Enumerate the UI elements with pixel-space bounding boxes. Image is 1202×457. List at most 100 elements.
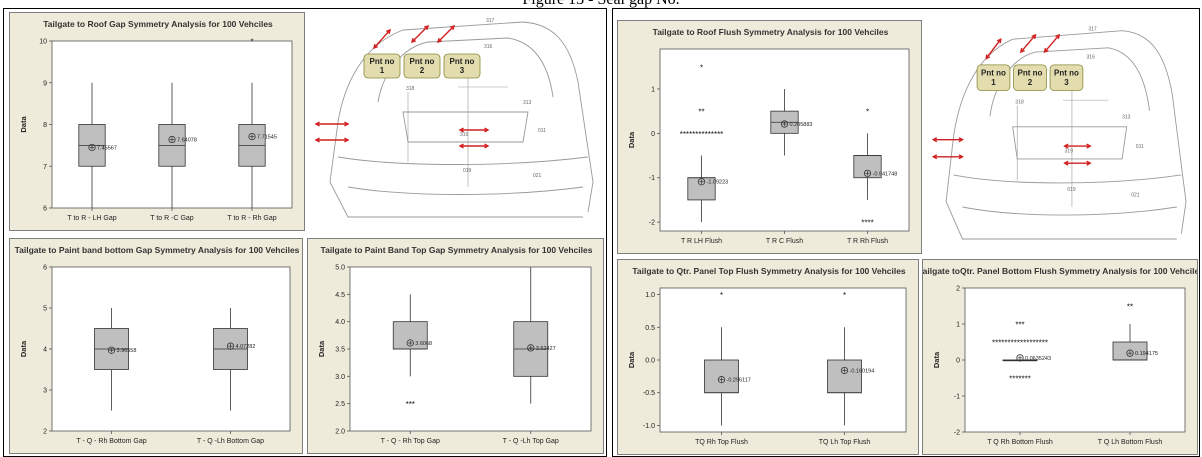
point-label: Pnt no	[370, 57, 395, 66]
dimension-text: 317	[1088, 27, 1097, 33]
outlier-point: *	[720, 291, 723, 300]
y-tick-label: 0	[956, 358, 960, 365]
x-category-label: T - Q - Rh Bottom Gap	[76, 438, 146, 445]
chart-roof-flush-svg: Tailgate to Roof Flush Symmetry Analysis…	[627, 27, 910, 245]
y-tick-label: -1	[954, 394, 960, 401]
outlier-point: *	[843, 291, 846, 300]
y-tick-label: 2.5	[335, 401, 345, 408]
x-category-label: T to R -C Gap	[150, 215, 194, 222]
outlier-point: **	[1127, 303, 1133, 312]
outlier-point: *******	[1009, 375, 1031, 384]
red-arrow-head	[344, 121, 350, 127]
y-tick-label: 1	[651, 86, 655, 93]
mean-symbol	[107, 346, 116, 354]
chart-qtr-top-flush-svg: Tailgate to Qtr. Panel Top Flush Symmetr…	[627, 266, 907, 446]
chart-roof-gap-svg: Tailgate to Roof Gap Symmetry Analysis f…	[19, 19, 293, 222]
mean-symbol	[248, 133, 256, 141]
point-box	[1013, 64, 1047, 91]
point-label: Pnt no	[1054, 69, 1079, 78]
x-category-label: T Q Rh Bottom Flush	[987, 439, 1053, 446]
mean-symbol	[168, 135, 176, 144]
y-tick-label: 4.5	[335, 292, 345, 299]
chart-paint-band-top-gap-svg: Tailgate to Paint Band Top Gap Symmetry …	[317, 245, 593, 445]
y-tick-label: 9	[43, 80, 47, 87]
car-lower-outline	[329, 121, 583, 218]
outlier-point: ******************	[992, 339, 1048, 348]
dimension-text: 317	[486, 18, 495, 24]
mean-label: 0.205883	[790, 122, 813, 128]
mean-label: -0.160194	[850, 368, 875, 374]
red-double-arrow	[373, 29, 391, 49]
point-box	[403, 53, 441, 79]
dimension-text: 318	[406, 86, 415, 92]
dimension-text: 313	[523, 100, 532, 106]
mean-label: -0.941748	[873, 171, 898, 177]
y-axis-label: Data	[932, 351, 941, 368]
mean-label: -1.09223	[707, 180, 729, 186]
x-category-label: T - Q -Lh Bottom Gap	[197, 438, 264, 445]
x-category-label: T to R - LH Gap	[67, 215, 116, 222]
red-arrow-head	[314, 121, 320, 127]
outlier-point: *	[866, 108, 869, 117]
plate-recess	[1012, 126, 1128, 160]
red-arrow-head	[458, 127, 464, 133]
mean-symbol	[840, 366, 849, 375]
y-axis-label: Data	[317, 340, 326, 357]
dimension-text: 316	[1087, 54, 1096, 60]
red-arrow-head	[344, 137, 350, 143]
y-tick-label: 2	[43, 429, 47, 436]
mean-symbol	[88, 143, 96, 152]
red-double-arrow	[411, 25, 429, 43]
y-tick-label: 10	[39, 39, 47, 46]
mean-symbol	[697, 178, 706, 186]
red-arrow-head	[1031, 33, 1037, 40]
red-arrow-head	[1086, 143, 1092, 149]
point-label: Pnt no	[981, 69, 1006, 78]
diagram-right: 318 317 316 313 319 019 021 011 Pnt no 1 Pnt no 2 Pn…	[926, 20, 1196, 254]
chart-roof-flush: Tailgate to Roof Flush Symmetry Analysis…	[617, 20, 922, 254]
bumper-line	[337, 156, 589, 165]
y-tick-label: 3.5	[335, 347, 345, 354]
chart-title: Tailgate to Paint Band Top Gap Symmetry …	[321, 245, 593, 255]
y-tick-label: -2	[954, 430, 960, 437]
mean-label: 7.64078	[177, 138, 197, 144]
dimension-text: 313	[1122, 114, 1131, 120]
y-tick-label: 8	[43, 122, 47, 129]
red-arrow-head	[484, 127, 490, 133]
y-tick-label: 2	[956, 286, 960, 293]
bumper-lower	[962, 206, 1177, 216]
red-arrow-head	[1043, 47, 1049, 54]
outlier-point: ***	[406, 400, 415, 409]
car-body-outline	[952, 30, 1187, 234]
red-arrow-head	[958, 137, 964, 143]
y-tick-label: 1	[956, 322, 960, 329]
y-tick-label: 3	[43, 388, 47, 395]
chart-qtr-top-flush: Tailgate to Qtr. Panel Top Flush Symmetr…	[617, 259, 919, 455]
y-tick-label: 4	[43, 347, 47, 354]
red-arrow-head	[931, 154, 938, 160]
outlier-point: **************	[680, 130, 724, 139]
y-axis-label: Data	[627, 131, 636, 148]
y-tick-label: -1.0	[643, 423, 655, 430]
point-box	[976, 64, 1011, 91]
red-arrow-head	[410, 37, 417, 44]
red-double-arrow	[985, 38, 1002, 59]
dimension-text: 021	[533, 173, 542, 179]
chart-title: Tailgate to Roof Gap Symmetry Analysis f…	[43, 19, 273, 29]
y-tick-label: 2.0	[335, 429, 345, 436]
mean-label: 7.71545	[257, 135, 277, 141]
mean-symbol	[780, 120, 789, 128]
mean-label: 3.96558	[117, 348, 137, 354]
x-category-label: T Q Lh Bottom Flush	[1098, 439, 1163, 446]
y-tick-label: 7	[43, 164, 47, 171]
outlier-point: ***	[1015, 321, 1024, 330]
outlier-point: *	[700, 63, 703, 72]
point-label: 3	[460, 66, 465, 75]
point-label: 3	[1064, 78, 1069, 87]
car-lower-outline	[945, 137, 1177, 240]
x-category-label: T - Q - Rh Top Gap	[381, 438, 440, 445]
mean-symbol	[863, 169, 872, 177]
point-label: Pnt no	[1018, 69, 1043, 78]
plot-area	[964, 287, 1186, 433]
